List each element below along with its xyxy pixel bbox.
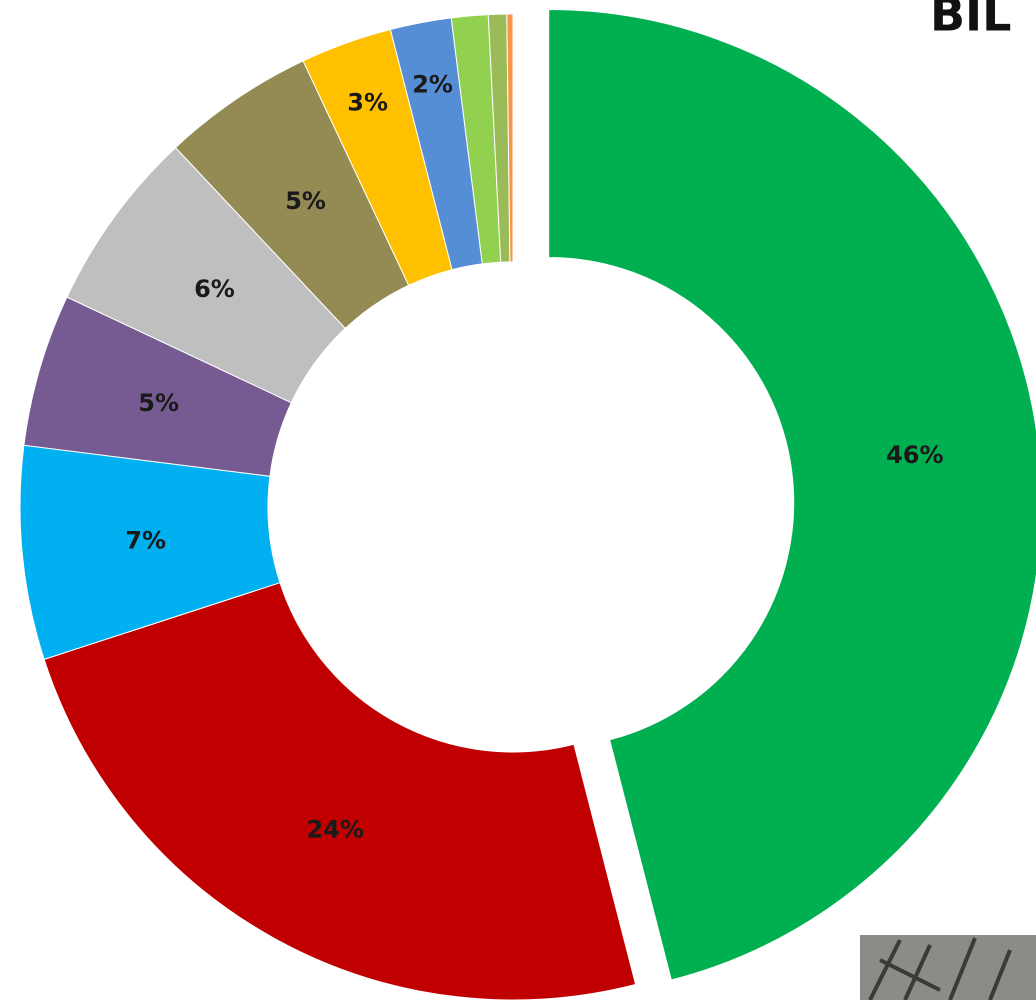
data-label: 46% <box>886 441 943 469</box>
data-label: 5% <box>285 187 326 215</box>
data-label: 7% <box>125 527 166 555</box>
data-label: 5% <box>138 389 179 417</box>
data-label: 3% <box>347 88 388 116</box>
chart-title: BIL <box>930 0 1012 42</box>
data-label: 2% <box>412 71 453 99</box>
slice <box>43 582 637 1000</box>
slice <box>548 8 1036 981</box>
data-label: 24% <box>307 815 364 843</box>
slice <box>506 13 514 263</box>
data-label: 6% <box>194 275 235 303</box>
photo <box>860 935 1036 1000</box>
